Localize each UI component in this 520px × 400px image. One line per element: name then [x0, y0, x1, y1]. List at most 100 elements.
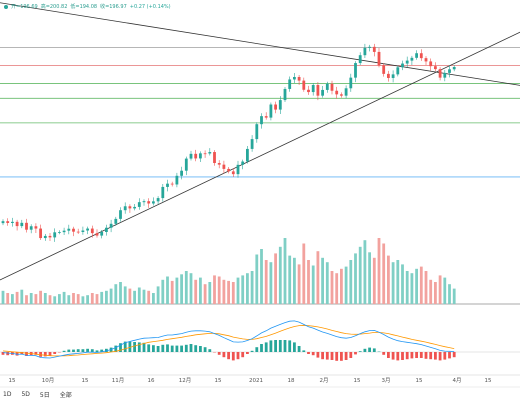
candle-body: [382, 65, 386, 74]
volume-bar: [429, 279, 433, 304]
macd-histogram-bar: [250, 350, 254, 352]
macd-histogram-bar: [382, 352, 386, 355]
candle-body: [255, 124, 259, 140]
volume-bar: [67, 295, 71, 304]
volume-bar: [349, 260, 353, 304]
macd-histogram-bar: [316, 352, 320, 358]
candle-body: [95, 233, 99, 236]
candle-body: [90, 228, 94, 234]
volume-bar: [203, 284, 207, 304]
candle-body: [208, 152, 212, 154]
volume-bar: [72, 293, 75, 304]
macd-histogram-bar: [20, 352, 24, 355]
volume-bar: [372, 257, 376, 304]
macd-histogram-bar: [67, 349, 71, 352]
macd-histogram-bar: [133, 342, 136, 352]
macd-histogram-bar: [53, 352, 57, 354]
candle-body: [288, 79, 292, 89]
macd-histogram-bar: [81, 349, 85, 352]
volume-bar: [156, 286, 160, 304]
volume-bar: [6, 293, 10, 304]
volume-bar: [419, 266, 423, 304]
volume-bar: [133, 290, 136, 304]
volume-bar: [11, 294, 14, 304]
candle-body: [152, 201, 155, 204]
volume-bar: [264, 260, 268, 304]
macd-histogram-bar: [429, 352, 433, 360]
candle-body: [434, 66, 437, 70]
volume-bar: [29, 293, 33, 304]
candle-body: [25, 222, 28, 230]
volume-bar: [410, 273, 414, 304]
volume-bar: [354, 253, 357, 304]
candle-body: [53, 232, 57, 238]
timeframe-1d-button[interactable]: 1D: [3, 390, 12, 398]
candle-body: [119, 210, 122, 219]
candle-body: [349, 77, 353, 89]
volume-bar: [344, 266, 348, 304]
volume-bar: [43, 293, 47, 304]
macd-histogram-bar: [166, 344, 169, 352]
volume-bar: [382, 243, 386, 304]
volume-bar: [340, 268, 343, 304]
x-tick-label: 11月: [112, 377, 125, 384]
macd-histogram-bar: [203, 347, 207, 352]
macd-histogram-bar: [25, 352, 28, 356]
macd-histogram-bar: [119, 343, 122, 352]
volume-bar: [25, 295, 28, 304]
macd-histogram-bar: [175, 345, 179, 352]
volume-bar: [109, 288, 113, 304]
candle-body: [227, 168, 230, 172]
macd-line: [2, 320, 455, 359]
volume-bar: [297, 264, 301, 304]
macd-histogram-bar: [246, 352, 249, 354]
candle-body: [15, 221, 19, 227]
candle-body: [217, 163, 221, 165]
candle-body: [396, 67, 400, 75]
volume-bar: [448, 284, 451, 304]
timeframe-5days-button[interactable]: 5日: [39, 391, 50, 399]
volume-bar: [236, 277, 240, 304]
volume-bar: [311, 265, 315, 304]
macd-histogram-bar: [438, 352, 442, 361]
macd-histogram-bar: [194, 345, 198, 352]
candle-body: [11, 221, 14, 223]
candle-body: [100, 231, 104, 236]
open-value: 开=196.69: [11, 4, 38, 10]
volume-bar: [443, 277, 447, 304]
candle-body: [293, 76, 296, 80]
candle-body: [311, 85, 315, 93]
candle-body: [448, 69, 451, 73]
macd-histogram-bar: [443, 352, 447, 360]
volume-bar: [128, 288, 132, 304]
candle-body: [452, 66, 456, 70]
candle-body: [354, 63, 357, 78]
macd-histogram-bar: [325, 352, 329, 360]
volume-bar: [368, 252, 371, 304]
macd-histogram-bar: [293, 342, 296, 352]
candle-body: [222, 164, 226, 169]
volume-bar: [401, 264, 404, 304]
macd-histogram-bar: [90, 349, 94, 352]
macd-histogram-bar: [1, 352, 5, 355]
volume-bar: [123, 286, 127, 304]
macd-histogram-bar: [269, 340, 273, 352]
timeframe-5d-button[interactable]: 5D: [21, 390, 30, 398]
candle-body: [34, 226, 38, 229]
candle-body: [203, 153, 207, 155]
volume-bar: [250, 271, 254, 304]
volume-bar: [241, 275, 245, 304]
macd-histogram-bar: [147, 344, 151, 352]
macd-histogram-bar: [43, 352, 47, 357]
macd-histogram-bar: [161, 344, 165, 352]
timeframe-all-button[interactable]: 全部: [59, 391, 72, 399]
volume-bar: [105, 290, 108, 304]
macd-histogram-bar: [72, 349, 75, 352]
change-value: +0.27 (+0.14%): [129, 4, 171, 10]
macd-histogram-bar: [424, 352, 428, 359]
volume-bar: [377, 238, 381, 304]
candle-body: [335, 90, 339, 95]
candle-body: [325, 83, 329, 90]
volume-bar: [161, 279, 165, 304]
